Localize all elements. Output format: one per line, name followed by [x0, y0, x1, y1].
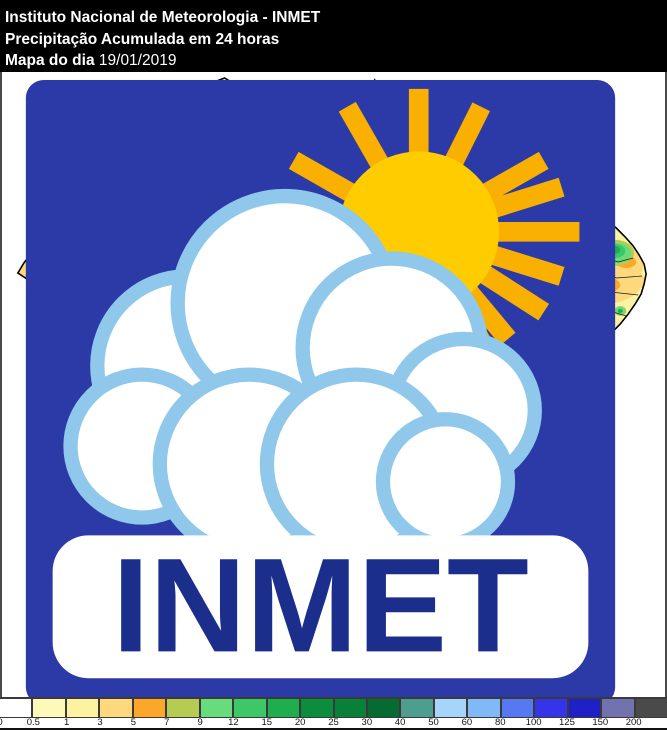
- legend-swatch: [334, 699, 368, 717]
- legend-tick-label: 20: [294, 717, 306, 728]
- legend-bottom-bar: [0, 728, 667, 730]
- legend-swatch: [602, 699, 636, 717]
- legend-swatch: [635, 699, 667, 717]
- title-line-1: Instituto Nacional de Meteorologia - INM…: [5, 9, 321, 26]
- legend-swatch: [200, 699, 235, 717]
- title-line-3: Mapa do dia 19/01/2019: [5, 50, 667, 72]
- logo-text: INMET: [112, 531, 529, 680]
- legend-tick-label: 0.5: [26, 717, 40, 728]
- legend-tick-label: 1: [64, 717, 70, 728]
- legend-swatch: [301, 699, 335, 717]
- legend-tick-label: 60: [461, 717, 473, 728]
- legend-tick-label: 30: [361, 717, 373, 728]
- legend-tick-label: 80: [494, 717, 506, 728]
- legend-tick-label: 3: [97, 717, 103, 728]
- legend-swatch: [267, 699, 302, 717]
- legend-tick-label: 40: [394, 717, 406, 728]
- legend-swatches: [0, 697, 667, 718]
- legend-labels: 0 0.5 1 3 5 7 9 12 15 20 25 30 40 50 60 80 100 125 150 200: [0, 718, 667, 728]
- precipitation-legend: 0 0.5 1 3 5 7 9 12 15 20 25 30 40 50 60 80 100 125 150 200: [0, 697, 667, 730]
- legend-swatch: [133, 699, 168, 717]
- legend-swatch: [234, 699, 268, 717]
- legend-tick-label: 9: [197, 717, 203, 728]
- legend-swatch: [568, 699, 603, 717]
- header-bar: Instituto Nacional de Meteorologia - INM…: [0, 0, 667, 72]
- legend-swatch: [401, 699, 435, 717]
- legend-tick-label: 150: [592, 717, 609, 728]
- legend-swatch: [33, 699, 67, 717]
- legend-tick-label: 50: [428, 717, 439, 728]
- logo-text-band: [52, 535, 589, 679]
- legend-swatch: [535, 699, 569, 717]
- legend-tick-label: 100: [525, 717, 542, 728]
- legend-swatch: [0, 699, 34, 717]
- map-area: INMET: [0, 72, 667, 705]
- inmet-logo: INMET: [25, 80, 616, 705]
- legend-swatch: [367, 699, 402, 717]
- legend-tick-label: 25: [328, 717, 339, 728]
- legend-swatch: [100, 699, 134, 717]
- title-line-2: Precipitação Acumulada em 24 horas: [5, 30, 280, 48]
- legend-swatch: [167, 699, 201, 717]
- legend-swatch: [468, 699, 502, 717]
- legend-swatch: [434, 699, 469, 717]
- map-date-label: Mapa do dia: [5, 52, 95, 69]
- legend-tick-label: 5: [130, 717, 137, 728]
- legend-tick-label: 0: [0, 718, 3, 728]
- legend-swatch: [501, 699, 536, 717]
- legend-tick-label: 15: [261, 717, 273, 728]
- legend-swatch: [66, 699, 101, 717]
- legend-tick-label: 200: [625, 717, 642, 728]
- legend-tick-label: 125: [559, 717, 575, 728]
- map-date-value: 19/01/2019: [98, 52, 177, 69]
- legend-tick-label: 7: [164, 717, 170, 728]
- cloud-icon: [63, 188, 542, 561]
- legend-tick-label: 12: [228, 717, 239, 728]
